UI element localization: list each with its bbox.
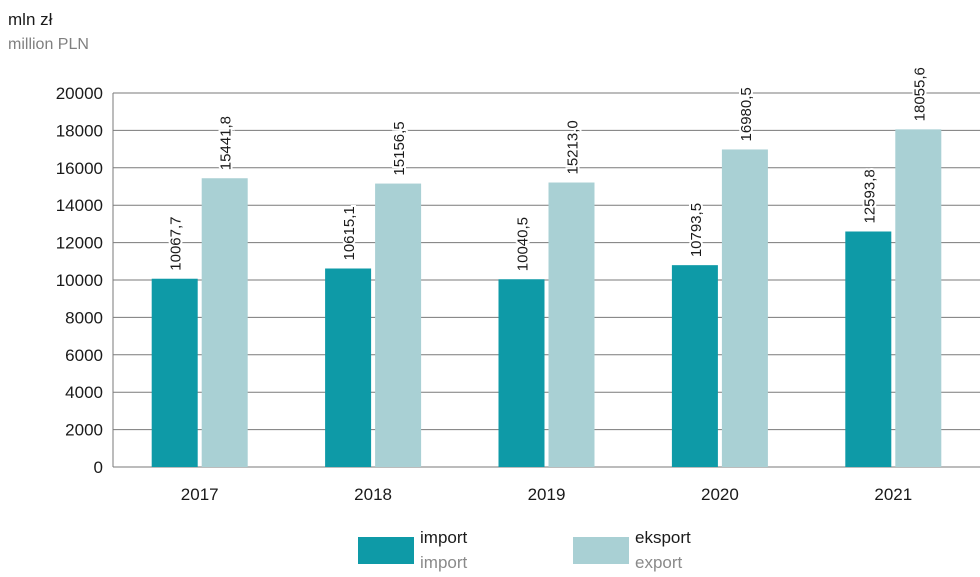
y-tick-label: 10000 — [56, 271, 103, 290]
y-tick-label: 14000 — [56, 196, 103, 215]
x-tick-label: 2018 — [354, 485, 392, 504]
x-tick-label: 2017 — [181, 485, 219, 504]
legend-label-eksport-pl: eksport — [635, 528, 691, 547]
bar-import-2019 — [498, 279, 545, 467]
x-tick-label: 2020 — [701, 485, 739, 504]
x-tick-label: 2019 — [528, 485, 566, 504]
legend-label-import-en: import — [420, 553, 468, 572]
y-tick-label: 0 — [94, 458, 103, 477]
data-label-import-2020: 10793,5 — [688, 203, 705, 257]
y-tick-label: 18000 — [56, 121, 103, 140]
bar-import-2020 — [671, 265, 718, 467]
data-label-import-2018: 10615,1 — [341, 206, 358, 260]
y-tick-label: 4000 — [65, 383, 103, 402]
data-label-import-2019: 10040,5 — [515, 217, 532, 271]
bar-import-2018 — [325, 268, 372, 467]
y-tick-label: 2000 — [65, 421, 103, 440]
legend-label-eksport-en: export — [635, 553, 683, 572]
y-tick-label: 20000 — [56, 84, 103, 103]
bar-eksport-2018 — [375, 183, 422, 467]
bar-import-2021 — [845, 231, 892, 467]
data-label-import-2017: 10067,7 — [168, 216, 185, 270]
legend-swatch-import — [358, 537, 414, 564]
bar-chart: 0 2000 4000 6000 8000 10000 12000 14000 16000 180… — [56, 65, 980, 504]
bar-eksport-2020 — [721, 149, 768, 467]
bar-eksport-2021 — [895, 129, 942, 467]
data-label-import-2021: 12593,8 — [861, 169, 878, 223]
x-tick-label: 2021 — [874, 485, 912, 504]
bar-eksport-2019 — [548, 182, 595, 467]
data-label-eksport-2020: 16980,5 — [738, 87, 755, 141]
y-tick-label: 12000 — [56, 234, 103, 253]
data-label-eksport-2018: 15156,5 — [391, 121, 408, 175]
legend-label-import-pl: import — [420, 528, 468, 547]
unit-label-en: million PLN — [8, 36, 89, 53]
bar-eksport-2017 — [201, 178, 248, 467]
data-label-eksport-2019: 15213,0 — [565, 120, 582, 174]
bar-import-2017 — [151, 278, 198, 467]
y-tick-label: 8000 — [65, 308, 103, 327]
y-tick-label: 16000 — [56, 159, 103, 178]
data-label-eksport-2017: 15441,8 — [218, 116, 235, 170]
data-label-eksport-2021: 18055,6 — [911, 67, 928, 121]
y-tick-label: 6000 — [65, 346, 103, 365]
legend-swatch-eksport — [573, 537, 629, 564]
unit-label-pl: mln zł — [8, 10, 53, 29]
